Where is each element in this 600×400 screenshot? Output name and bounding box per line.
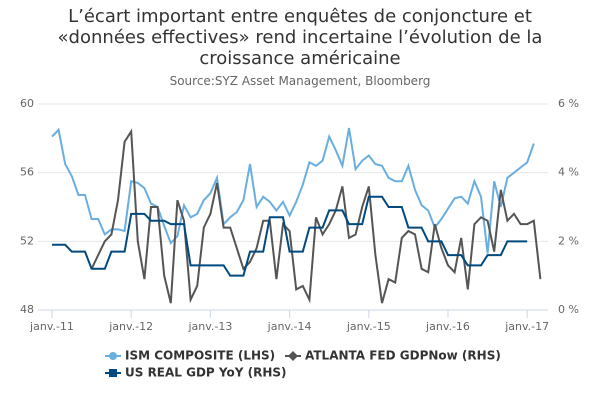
legend-label: US REAL GDP YoY (RHS) bbox=[125, 366, 287, 380]
y-tick-label: 56 bbox=[20, 166, 34, 179]
x-tick-label: janv.-12 bbox=[108, 320, 153, 333]
y2-tick-label: 4 % bbox=[558, 166, 579, 179]
legend-marker bbox=[288, 351, 298, 361]
x-tick-label: janv.-17 bbox=[504, 320, 549, 333]
legend-label: ATLANTA FED GDPNow (RHS) bbox=[305, 349, 501, 363]
legend-label: ISM COMPOSITE (LHS) bbox=[125, 349, 275, 363]
x-tick-label: janv.-15 bbox=[346, 320, 391, 333]
series-line bbox=[51, 127, 535, 254]
y-tick-label: 48 bbox=[20, 303, 34, 316]
series-line bbox=[52, 195, 528, 277]
x-tick-label: janv.-14 bbox=[267, 320, 312, 333]
series-line bbox=[90, 128, 542, 304]
chart-title: L’écart important entre enquêtes de conj… bbox=[57, 6, 543, 69]
y-tick-label: 60 bbox=[20, 97, 34, 110]
legend-marker bbox=[109, 352, 117, 360]
y-tick-label: 52 bbox=[20, 234, 34, 247]
legend-marker bbox=[109, 369, 117, 377]
y2-tick-label: 2 % bbox=[558, 234, 579, 247]
x-tick-label: janv.-13 bbox=[187, 320, 232, 333]
chart-subtitle: Source:SYZ Asset Management, Bloomberg bbox=[169, 74, 431, 88]
y2-tick-label: 0 % bbox=[558, 303, 579, 316]
x-tick-label: janv.-11 bbox=[29, 320, 74, 333]
x-tick-label: janv.-16 bbox=[425, 320, 470, 333]
y2-tick-label: 6 % bbox=[558, 97, 579, 110]
